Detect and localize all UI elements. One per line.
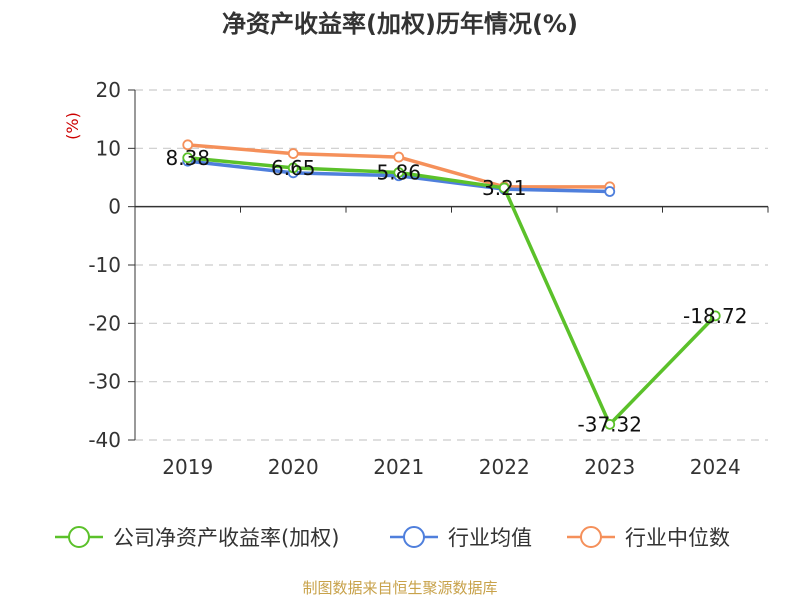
y-tick-label: 0 bbox=[108, 195, 121, 219]
data-point bbox=[182, 139, 194, 151]
y-tick-label: -40 bbox=[88, 428, 121, 452]
data-point bbox=[393, 151, 405, 163]
legend-swatch-marker bbox=[68, 526, 90, 548]
data-point bbox=[604, 186, 616, 197]
data-label: 5.86 bbox=[376, 160, 421, 184]
legend-swatch-marker bbox=[403, 526, 425, 548]
x-tick-label: 2024 bbox=[690, 455, 741, 479]
legend-label: 公司净资产收益率(加权) bbox=[113, 526, 339, 550]
x-tick-label: 2023 bbox=[584, 455, 635, 479]
y-tick-label: 20 bbox=[96, 78, 121, 102]
axes: 20 10 0 -10 -20 -30 -40 2019 2020 2021 2022 2023 202… bbox=[88, 78, 769, 479]
grid-lines bbox=[135, 89, 768, 441]
data-label: 3.21 bbox=[482, 176, 527, 200]
y-tick-label: -10 bbox=[88, 253, 121, 277]
data-point bbox=[604, 418, 616, 430]
y-axis-label: (%) bbox=[63, 112, 82, 140]
legend-label: 行业中位数 bbox=[625, 526, 730, 550]
data-point bbox=[287, 148, 299, 159]
legend: 公司净资产收益率(加权) 行业均值 行业中位数 bbox=[55, 526, 730, 550]
data-label: -18.72 bbox=[683, 304, 747, 328]
data-point bbox=[709, 310, 721, 322]
x-tick-label: 2021 bbox=[373, 455, 424, 479]
data-point bbox=[393, 167, 405, 178]
series-line bbox=[187, 156, 717, 427]
source-note: 制图数据来自恒生聚源数据库 bbox=[302, 579, 497, 597]
legend-label: 行业均值 bbox=[448, 526, 532, 550]
data-point bbox=[182, 152, 194, 164]
data-labels: 8.38 6.65 5.86 3.21 -37.32 -18.72 bbox=[165, 146, 747, 437]
data-point bbox=[287, 162, 299, 174]
data-label: -37.32 bbox=[578, 412, 642, 436]
data-label: 6.65 bbox=[271, 156, 316, 180]
x-tick-label: 2022 bbox=[479, 455, 530, 479]
chart-title: 净资产收益率(加权)历年情况(%) bbox=[222, 10, 578, 38]
y-tick-label: 10 bbox=[96, 136, 121, 160]
y-tick-label: -20 bbox=[88, 311, 121, 335]
data-label: 8.38 bbox=[165, 146, 210, 170]
legend-swatch-marker bbox=[580, 526, 602, 548]
data-point bbox=[498, 182, 510, 194]
x-tick-label: 2020 bbox=[268, 455, 319, 479]
series-layer bbox=[182, 139, 721, 430]
y-tick-label: -30 bbox=[88, 370, 121, 394]
x-tick-label: 2019 bbox=[162, 455, 213, 479]
